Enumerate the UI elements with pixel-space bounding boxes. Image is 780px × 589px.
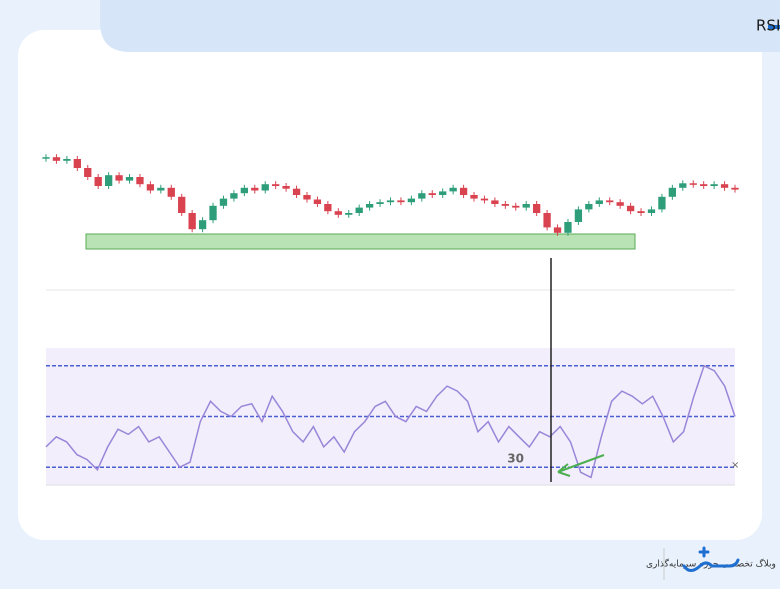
candle [407,198,416,203]
candle [272,184,280,186]
close-icon: × [731,460,739,471]
candle [355,207,363,213]
candle [418,193,426,199]
candle [700,184,708,186]
candle [668,187,677,197]
candle [104,175,113,186]
candle [512,205,520,208]
candle [376,202,384,204]
rsi-chart: 30 [45,364,736,479]
candle [595,200,603,204]
candle [157,187,165,191]
candle [230,193,238,199]
candle [449,187,457,192]
candle [219,198,228,206]
candle [574,209,583,222]
candle [439,191,447,195]
candle [115,175,123,181]
candle [459,187,468,195]
candle [209,205,217,221]
level-label: 30 [507,452,524,466]
candle [626,205,635,212]
candle [73,159,81,168]
candle [345,213,353,215]
candle [292,188,301,195]
header-accent [768,25,780,29]
candle [125,177,134,181]
candle [491,200,499,204]
candle [313,199,322,204]
candle [647,209,656,213]
candle [710,184,718,186]
arrow [557,454,605,477]
candle [261,184,269,191]
candle [480,198,489,201]
candle [303,195,311,200]
candle [606,200,614,203]
candle [146,184,155,191]
candle [543,213,551,228]
candle [522,204,530,208]
candle [324,204,332,212]
candle [42,157,50,159]
rsi-line [45,364,736,479]
candle [282,186,290,189]
header-band [100,0,780,52]
candle [397,200,405,203]
candle [679,183,687,188]
candle [136,177,144,185]
candle [553,227,562,233]
candle [178,196,186,213]
logo [682,546,740,572]
candle [167,187,175,197]
candle [365,204,374,208]
candle [334,211,342,215]
candle [52,157,61,161]
candle [470,195,478,199]
candle [689,183,697,185]
candle [198,220,207,230]
candle [251,187,259,191]
candle [501,204,509,206]
candle [731,187,739,190]
candle [63,159,71,161]
title: اشباع فروش در اندیکاتور RSI [756,17,780,35]
candle [616,202,624,206]
candle [94,177,102,186]
support-zone [85,233,636,250]
candle [188,213,196,230]
candle [585,204,593,210]
candle [658,196,666,210]
candle [637,211,645,213]
candle [84,168,92,177]
price-chart [42,154,739,236]
candle [564,222,572,233]
candle [532,204,541,213]
candle [428,193,436,195]
candle [386,200,395,203]
candle [720,184,729,188]
candle [240,187,249,194]
